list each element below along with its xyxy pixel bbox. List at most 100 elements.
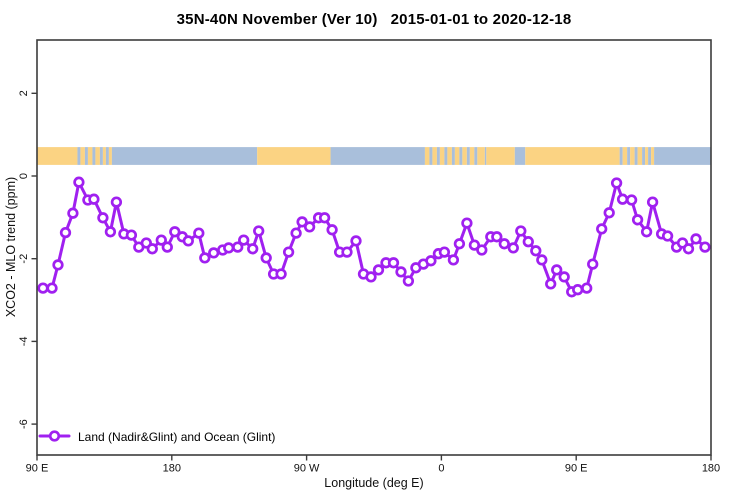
map-strip-ocean-segment bbox=[474, 147, 478, 165]
map-strip-land-segment bbox=[447, 147, 452, 165]
map-strip-ocean-segment bbox=[627, 147, 631, 165]
map-strip-ocean-segment bbox=[111, 147, 258, 165]
y-axis-label: XCO2 - MLO trend (ppm) bbox=[4, 176, 18, 318]
map-strip-ocean-segment bbox=[444, 147, 448, 165]
map-strip-ocean-segment bbox=[105, 147, 109, 165]
plot-frame bbox=[36, 39, 712, 456]
y-tick-label: 0 bbox=[18, 173, 30, 179]
series-marker bbox=[52, 259, 64, 271]
series-marker bbox=[247, 243, 259, 255]
series-marker bbox=[223, 242, 235, 254]
series-marker bbox=[610, 177, 623, 189]
series-marker bbox=[275, 268, 287, 280]
y-tick-label: 2 bbox=[18, 90, 30, 96]
series-marker bbox=[260, 252, 272, 264]
series-marker bbox=[453, 238, 466, 250]
map-strip-ocean-segment bbox=[429, 147, 433, 165]
series-marker bbox=[37, 282, 49, 294]
series-marker bbox=[476, 244, 488, 256]
map-strip-ocean-segment bbox=[77, 147, 81, 165]
x-tick-label: 90 E bbox=[26, 463, 49, 475]
x-axis-label: Longitude (deg E) bbox=[324, 476, 424, 490]
series-marker bbox=[491, 231, 503, 243]
series-marker bbox=[303, 221, 316, 233]
series-marker bbox=[536, 254, 548, 266]
series-marker bbox=[253, 225, 265, 237]
map-strip-ocean-segment bbox=[642, 147, 646, 165]
series-marker bbox=[646, 196, 659, 208]
map-strip-land-segment bbox=[622, 147, 628, 165]
map-strip-land-segment bbox=[257, 147, 331, 165]
map-strip-land-segment bbox=[87, 147, 93, 165]
series-marker bbox=[341, 246, 353, 258]
series-marker bbox=[365, 271, 377, 283]
map-strip-land-segment bbox=[424, 147, 430, 165]
x-tick-label: 180 bbox=[702, 463, 720, 475]
series-marker bbox=[88, 193, 100, 205]
series-marker bbox=[97, 212, 109, 224]
map-strip-land-segment bbox=[651, 147, 655, 165]
map-strip-ocean-segment bbox=[330, 147, 425, 165]
series-marker bbox=[193, 227, 205, 239]
map-strip-land-segment bbox=[439, 147, 445, 165]
map-strip-ocean-segment bbox=[484, 147, 487, 165]
chart-title: 35N-40N November (Ver 10) 2015-01-01 to … bbox=[176, 11, 572, 28]
map-strip-ocean-segment bbox=[634, 147, 638, 165]
series-marker bbox=[581, 282, 593, 294]
series-marker bbox=[438, 246, 451, 258]
series-marker bbox=[515, 225, 527, 237]
map-strip-land-segment bbox=[645, 147, 649, 165]
series-marker bbox=[498, 238, 510, 250]
map-strip-ocean-segment bbox=[466, 147, 470, 165]
series-marker bbox=[59, 226, 72, 239]
map-strip-ocean-segment bbox=[84, 147, 88, 165]
map-strip-ocean-segment bbox=[654, 147, 712, 165]
map-strip-ocean-segment bbox=[99, 147, 103, 165]
x-tick-label: 0 bbox=[438, 463, 444, 475]
series-marker bbox=[208, 247, 220, 259]
series-marker bbox=[530, 245, 542, 257]
series-marker bbox=[596, 223, 608, 235]
map-strip-land-segment bbox=[486, 147, 515, 165]
series-marker bbox=[661, 230, 674, 242]
series-marker bbox=[625, 194, 638, 206]
series-marker bbox=[461, 217, 473, 229]
map-strip-land-segment bbox=[637, 147, 643, 165]
map-strip-ocean-segment bbox=[451, 147, 455, 165]
map-strip-ocean-segment bbox=[92, 147, 96, 165]
x-tick-label: 90 W bbox=[294, 463, 320, 475]
series-marker bbox=[572, 284, 584, 296]
series-marker bbox=[296, 216, 308, 228]
series-marker bbox=[282, 246, 295, 258]
series-marker bbox=[616, 193, 629, 205]
series-marker bbox=[290, 227, 302, 239]
map-strip-land-segment bbox=[630, 147, 635, 165]
series-marker bbox=[125, 229, 138, 241]
series-marker bbox=[46, 282, 58, 294]
series-marker bbox=[238, 234, 250, 246]
series-marker bbox=[67, 207, 79, 219]
series-marker bbox=[507, 242, 519, 254]
x-tick-label: 90 E bbox=[565, 463, 588, 475]
series-marker bbox=[640, 226, 653, 238]
series-marker bbox=[425, 255, 437, 267]
series-marker bbox=[110, 196, 123, 208]
map-strip-land-segment bbox=[108, 147, 112, 165]
series-marker bbox=[522, 236, 534, 248]
series-marker bbox=[682, 243, 695, 255]
y-tick-label: -6 bbox=[18, 419, 30, 429]
series-marker bbox=[372, 264, 385, 276]
series-marker bbox=[468, 239, 481, 251]
y-tick-label: -2 bbox=[18, 254, 30, 264]
series-marker bbox=[545, 278, 557, 290]
series-marker bbox=[318, 212, 331, 224]
series-marker bbox=[182, 235, 194, 247]
map-strip-land-segment bbox=[462, 147, 467, 165]
series-marker bbox=[73, 176, 85, 188]
map-strip-ocean-segment bbox=[648, 147, 652, 165]
map-strip-land-segment bbox=[95, 147, 100, 165]
series-marker bbox=[699, 241, 711, 253]
series-marker bbox=[558, 271, 570, 283]
